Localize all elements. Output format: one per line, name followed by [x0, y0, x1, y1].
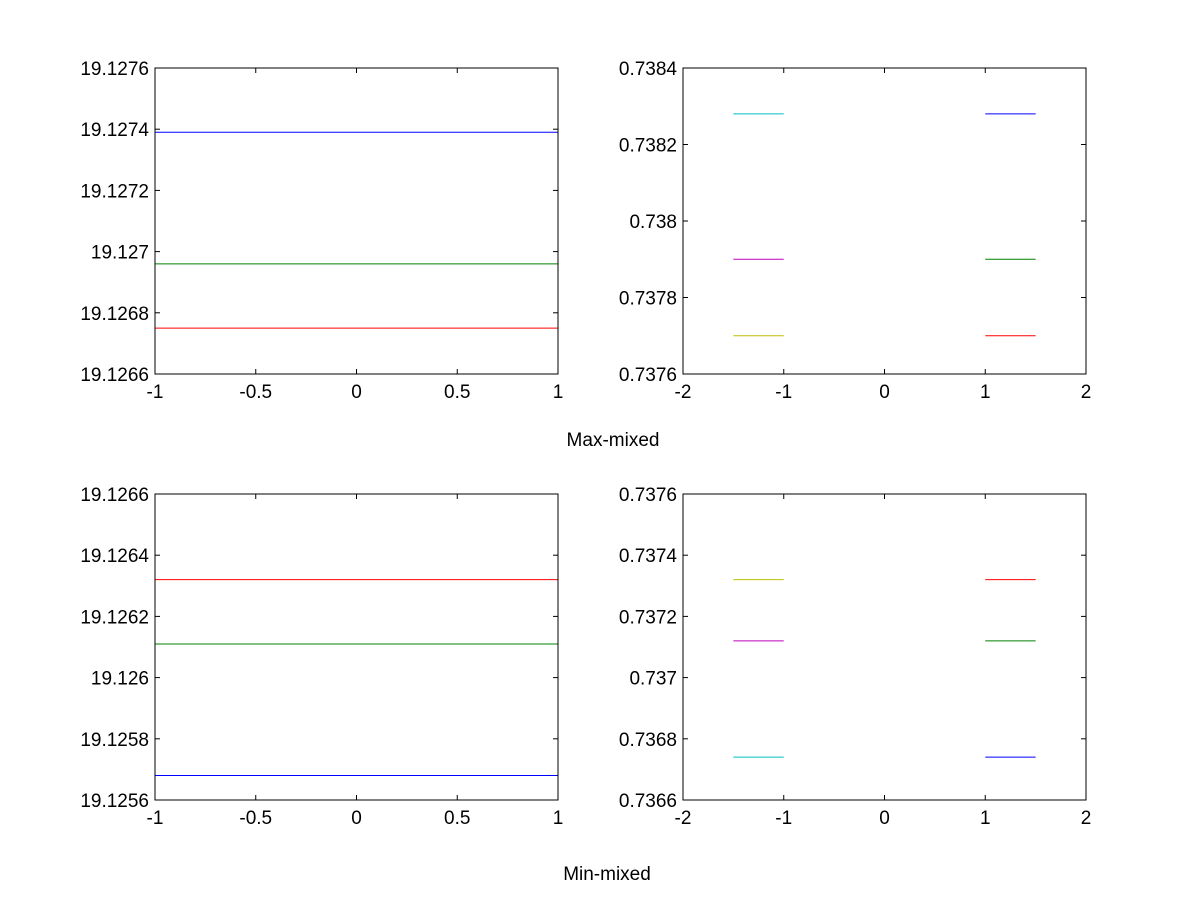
caption-min-mixed: Min-mixed: [563, 864, 651, 885]
x-tick-label: -2: [675, 382, 692, 403]
x-tick-label: 0: [879, 808, 890, 829]
y-tick-label: 19.1274: [80, 120, 149, 141]
y-tick-label: 0.737: [629, 669, 677, 690]
y-tick-label: 19.1272: [80, 181, 149, 202]
panel-bottom-right: -2 -1 0 1 2 0.7366 0.7368 0.737 0.7372 0.7374 0.73…: [619, 485, 1091, 829]
y-tick-label: 19.126: [91, 669, 149, 690]
y-tick-label: 0.7372: [619, 607, 677, 628]
x-tick-label: -1: [147, 808, 164, 829]
y-tick-label: 19.1276: [80, 59, 149, 80]
y-tick-label: 0.7376: [619, 485, 677, 506]
plot-area: [155, 68, 558, 374]
y-tick-label: 19.127: [91, 243, 149, 264]
y-tick-label: 19.1264: [80, 546, 149, 567]
x-tick-label: 2: [1081, 382, 1092, 403]
y-tick-label: 0.7376: [619, 365, 677, 386]
x-tick-label: 0: [879, 382, 890, 403]
y-tick-label: 19.1266: [80, 485, 149, 506]
x-tick-label: -1: [775, 382, 792, 403]
y-tick-label: 19.1266: [80, 365, 149, 386]
y-tick-label: 0.7368: [619, 730, 677, 751]
caption-max-mixed: Max-mixed: [567, 430, 660, 451]
plot-area: [683, 68, 1086, 374]
panel-top-right: -2 -1 0 1 2 0.7376 0.7378 0.738 0.7382 0.7384: [619, 59, 1091, 403]
x-tick-label: -0.5: [239, 808, 272, 829]
y-tick-label: 19.1262: [80, 607, 149, 628]
y-tick-label: 19.1258: [80, 730, 149, 751]
panel-bottom-left: -1 -0.5 0 0.5 1 19.1256 19.1258 19.126 19.1262 19…: [80, 485, 563, 829]
x-tick-label: 1: [553, 808, 564, 829]
x-tick-label: -0.5: [239, 382, 272, 403]
y-tick-label: 0.738: [629, 212, 677, 233]
x-tick-label: 2: [1081, 808, 1092, 829]
x-tick-label: 0.5: [444, 382, 470, 403]
y-tick-label: 19.1256: [80, 791, 149, 812]
x-tick-label: -1: [775, 808, 792, 829]
y-tick-label: 0.7366: [619, 791, 677, 812]
x-tick-label: -1: [147, 382, 164, 403]
plot-area: [683, 494, 1086, 800]
plot-area: [155, 494, 558, 800]
x-tick-label: 0: [351, 382, 362, 403]
x-tick-label: 1: [980, 808, 991, 829]
x-tick-label: 1: [980, 382, 991, 403]
x-tick-label: 0: [351, 808, 362, 829]
x-tick-label: 1: [553, 382, 564, 403]
panel-top-left: -1 -0.5 0 0.5 1 19.1266 19.1268 19.127 19.1272 19…: [80, 59, 563, 403]
y-tick-label: 0.7378: [619, 289, 677, 310]
x-tick-label: -2: [675, 808, 692, 829]
x-tick-label: 0.5: [444, 808, 470, 829]
y-tick-label: 19.1268: [80, 304, 149, 325]
y-tick-label: 0.7384: [619, 59, 678, 80]
y-tick-label: 0.7374: [619, 546, 678, 567]
y-tick-label: 0.7382: [619, 136, 677, 157]
